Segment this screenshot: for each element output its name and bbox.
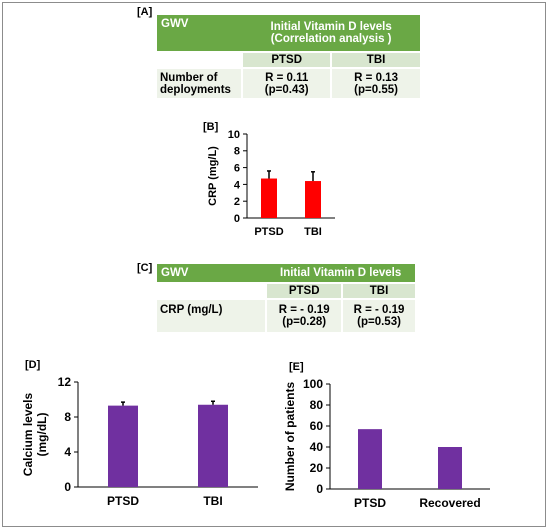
table-a: GWV Initial Vitamin D levels (Correlatio… xyxy=(157,15,420,98)
table-a-row-label-line1: Number of xyxy=(160,71,218,84)
table-a-cell-tbi-p: (p=0.55) xyxy=(354,83,398,96)
table-c-col-ptsd: PTSD xyxy=(265,282,343,299)
panel-label-a: [A] xyxy=(137,6,153,18)
table-c-col-tbi: TBI xyxy=(341,282,415,299)
chart-e-y-tick-label-5: 100 xyxy=(303,377,323,391)
chart-d-y-axis-label-line2: (mg/dL) xyxy=(35,413,49,457)
table-c-cell-tbi-r: R = - 0.19 xyxy=(353,304,405,316)
chart-d-y-tick-label-3: 12 xyxy=(58,375,72,389)
table-a-col-tbi: TBI xyxy=(330,51,420,68)
chart-e-y-tick-label-2: 40 xyxy=(310,440,324,454)
chart-b-y-tick-label-0: 0 xyxy=(234,213,240,225)
figure-frame xyxy=(2,2,546,527)
chart-b-y-tick-label-5: 10 xyxy=(228,129,240,141)
table-a-cell-tbi-r: R = 0.13 xyxy=(354,71,398,84)
table-c-row-label: CRP (mg/L) xyxy=(157,298,267,332)
table-c-cell-ptsd-r: R = - 0.19 xyxy=(278,304,330,316)
chart-b-x-tick-label-0: PTSD xyxy=(254,226,283,238)
table-c-blank xyxy=(157,282,267,299)
chart-b-y-tick-label-4: 8 xyxy=(234,146,240,158)
chart-d-y-tick-label-1: 4 xyxy=(64,445,71,459)
table-a-header-line2: (Correlation analysis ) xyxy=(270,33,392,45)
chart-e-x-tick-label-1: Recovered xyxy=(419,496,480,510)
panel-label-d: [D] xyxy=(25,359,41,371)
chart-e-y-tick-label-0: 0 xyxy=(316,482,323,496)
table-c-corner: GWV xyxy=(157,264,267,283)
chart-b-y-tick-label-1: 2 xyxy=(234,196,240,208)
panel-label-e: [E] xyxy=(289,361,304,373)
chart-b-y-tick-label-2: 4 xyxy=(234,179,241,191)
table-a-cell-ptsd: R = 0.11 (p=0.43) xyxy=(241,67,332,98)
chart-b-y-tick-label-3: 6 xyxy=(234,162,240,174)
table-a-col-ptsd: PTSD xyxy=(241,51,332,68)
chart-d-y-tick-label-0: 0 xyxy=(64,480,71,494)
chart-e-y-tick-label-3: 60 xyxy=(310,419,324,433)
chart-d-y-tick-label-2: 8 xyxy=(64,410,71,424)
chart-e-x-tick-label-0: PTSD xyxy=(354,496,386,510)
chart-b-x-tick-label-1: TBI xyxy=(304,226,322,238)
chart-e: 0 20 40 60 80 100 PTSD Recovered Number of patie… xyxy=(283,377,490,510)
table-c-cell-ptsd: R = - 0.19 (p=0.28) xyxy=(265,298,343,332)
chart-b: 0 2 4 6 8 10 PTSD TBI CRP (mg/L) xyxy=(207,129,335,238)
chart-d-bar-1 xyxy=(198,404,228,487)
panel-label-c: [C] xyxy=(137,262,153,274)
chart-e-y-tick-label-4: 80 xyxy=(310,398,324,412)
table-c-cell-tbi-p: (p=0.53) xyxy=(357,316,401,328)
chart-d-bar-0 xyxy=(108,405,138,487)
table-c-cell-tbi: R = - 0.19 (p=0.53) xyxy=(341,298,415,332)
table-c-cell-ptsd-p: (p=0.28) xyxy=(282,316,327,328)
table-a-row-label-line2: deployments xyxy=(160,83,231,96)
chart-e-bar-1 xyxy=(438,447,462,489)
table-a-cell-ptsd-r: R = 0.11 xyxy=(265,71,309,84)
chart-b-y-axis-label: CRP (mg/L) xyxy=(207,146,219,206)
chart-d-y-axis-label-line1: Calcium levels xyxy=(21,392,35,476)
chart-e-y-tick-label-1: 20 xyxy=(310,461,324,475)
chart-d: 0 4 8 12 PTSD TBI Calcium levels (mg/dL) xyxy=(21,375,258,508)
chart-d-x-tick-label-0: PTSD xyxy=(107,494,139,508)
chart-b-bar-1 xyxy=(305,181,321,218)
table-c-header: Initial Vitamin D levels xyxy=(266,264,415,283)
chart-e-bar-0 xyxy=(358,429,382,489)
table-c: GWV Initial Vitamin D levels PTSD TBI CR… xyxy=(157,264,415,332)
table-a-cell-tbi: R = 0.13 (p=0.55) xyxy=(330,67,420,98)
table-a-cell-ptsd-p: (p=0.43) xyxy=(264,83,309,96)
panel-label-b: [B] xyxy=(203,121,219,133)
chart-b-bar-0 xyxy=(261,178,277,218)
table-a-header: Initial Vitamin D levels (Correlation an… xyxy=(242,15,420,52)
table-a-row-label: Number of deployments xyxy=(157,67,243,98)
chart-e-y-axis-label: Number of patients xyxy=(283,382,297,492)
table-a-corner: GWV xyxy=(157,15,243,52)
table-a-blank xyxy=(157,51,243,68)
table-a-header-line1: Initial Vitamin D levels xyxy=(270,21,392,33)
chart-d-x-tick-label-1: TBI xyxy=(203,494,222,508)
